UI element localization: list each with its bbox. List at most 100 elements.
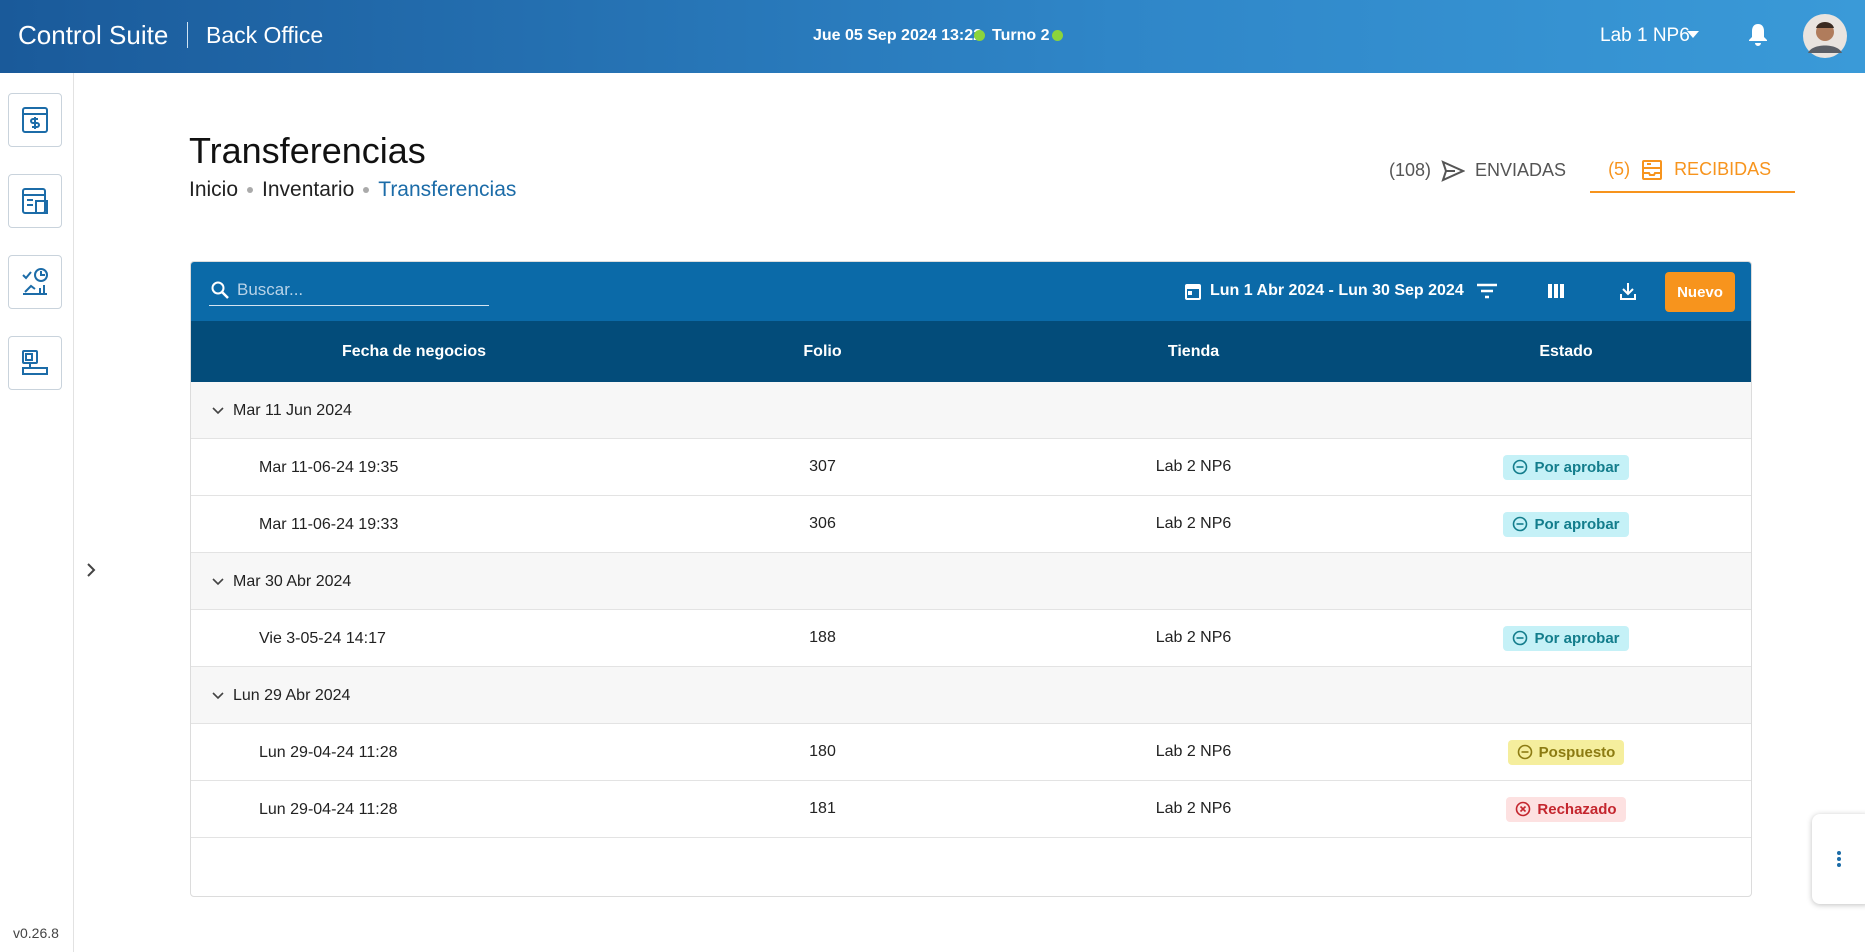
date-cell: Lun 29-04-24 11:28 <box>259 744 398 761</box>
module: Back Office <box>206 22 324 48</box>
download-icon[interactable] <box>1619 281 1637 301</box>
store-cell: Lab 2 NP6 <box>1155 515 1232 532</box>
tab[interactable]: (5) RECIBIDAS <box>1590 148 1796 193</box>
status-icon <box>1513 516 1528 532</box>
status-chip: Pospuesto <box>1507 739 1625 765</box>
status-chip: Por aprobar <box>1503 625 1629 651</box>
crumb[interactable]: Transferencias <box>378 178 517 201</box>
breadcrumb: Inicio Inventario Transferencias <box>189 178 516 202</box>
crumb[interactable]: Inventario <box>262 178 355 201</box>
status-icon <box>1513 630 1528 646</box>
group-row[interactable]: Mar 30 Abr 2024 <box>191 553 1751 610</box>
date-range[interactable]: Lun 1 Abr 2024 - Lun 30 Sep 2024 <box>1210 282 1464 299</box>
status-cell: Por aprobar <box>1379 610 1751 666</box>
table-row[interactable]: Vie 3-05-24 14:17 188 Lab 2 NP6 Por aprobar <box>191 610 1751 667</box>
tab-icon <box>1441 159 1466 182</box>
version: v0.26.8 <box>13 925 59 941</box>
status-text: Por aprobar <box>1534 515 1620 533</box>
table-card: Buscar... Lun 1 Abr 2024 - Lun 30 Sep 20… <box>190 261 1752 897</box>
status-text: Rechazado <box>1537 800 1617 818</box>
table-header: Fecha de negocios Folio Tienda Estado <box>191 321 1751 382</box>
caret <box>1687 31 1699 38</box>
nav-inventory[interactable] <box>8 174 62 228</box>
table-row[interactable]: Lun 29-04-24 11:28 181 Lab 2 NP6 Rechazado <box>191 781 1751 838</box>
group-label: Mar 11 Jun 2024 <box>233 402 352 419</box>
columns-icon[interactable] <box>1547 283 1565 299</box>
nav-config[interactable] <box>8 336 62 390</box>
calendar-icon <box>1185 284 1201 300</box>
status-icon <box>1516 801 1531 817</box>
expand-icon[interactable] <box>86 563 96 577</box>
date-cell: Mar 11-06-24 19:35 <box>259 459 399 476</box>
status-chip: Rechazado <box>1506 796 1626 822</box>
status-icon <box>1517 744 1532 760</box>
shift: Turno 2 <box>992 27 1050 44</box>
folio-cell: 181 <box>809 800 836 817</box>
store-cell: Lab 2 NP6 <box>1155 629 1232 646</box>
table-row[interactable]: Mar 11-06-24 19:35 307 Lab 2 NP6 Por aproba… <box>191 439 1751 496</box>
status-chip: Por aprobar <box>1503 511 1629 537</box>
brand: Control Suite <box>18 20 169 50</box>
tabs: (108) ENVIADAS (5) RECIBIDAS <box>1380 148 1796 193</box>
status-icon <box>1513 459 1528 475</box>
date-cell: Vie 3-05-24 14:17 <box>259 630 386 647</box>
crumb-dot <box>363 187 370 193</box>
tab[interactable]: (108) ENVIADAS <box>1380 148 1590 193</box>
page-title: Transferencias <box>189 130 426 171</box>
tab-label: ENVIADAS <box>1475 160 1567 180</box>
store-cell: Lab 2 NP6 <box>1155 743 1232 760</box>
tab-icon <box>1642 159 1663 180</box>
bell-icon[interactable] <box>1746 22 1770 48</box>
store-cell: Lab 2 NP6 <box>1155 458 1232 475</box>
collapse-icon <box>212 578 224 586</box>
search-input[interactable]: Buscar... <box>237 280 304 299</box>
more-button[interactable] <box>1812 814 1865 904</box>
sidebar: v0.26.8 <box>0 73 96 952</box>
folio-cell: 306 <box>809 515 836 532</box>
new-button[interactable]: Nuevo <box>1665 272 1735 312</box>
column-header: Folio <box>803 342 842 360</box>
folio-cell: 188 <box>809 629 836 646</box>
column-header: Estado <box>1539 342 1593 360</box>
group-row[interactable]: Lun 29 Abr 2024 <box>191 667 1751 724</box>
avatar[interactable] <box>1802 13 1848 59</box>
status-cell: Pospuesto <box>1379 724 1751 780</box>
table-row[interactable]: Lun 29-04-24 11:28 180 Lab 2 NP6 Pospuesto <box>191 724 1751 781</box>
collapse-icon <box>212 692 224 700</box>
datetime: Jue 05 Sep 2024 13:22 <box>813 27 983 44</box>
status-cell: Por aprobar <box>1379 439 1751 495</box>
group-label: Mar 30 Abr 2024 <box>233 573 352 590</box>
column-header: Fecha de negocios <box>341 342 487 360</box>
table-row[interactable]: Mar 11-06-24 19:33 306 Lab 2 NP6 Por aproba… <box>191 496 1751 553</box>
date-cell: Mar 11-06-24 19:33 <box>259 516 399 533</box>
crumb[interactable]: Inicio <box>189 178 239 201</box>
nav-sales[interactable] <box>8 93 62 147</box>
folio-cell: 180 <box>809 743 836 760</box>
status-cell: Por aprobar <box>1379 496 1751 552</box>
status-text: Pospuesto <box>1538 743 1616 761</box>
store-selector[interactable]: Lab 1 NP6 <box>1600 25 1690 46</box>
status-text: Por aprobar <box>1534 458 1620 476</box>
tab-label: RECIBIDAS <box>1674 159 1772 179</box>
status-dot <box>974 30 985 41</box>
divider <box>187 22 188 48</box>
filter-icon[interactable] <box>1477 283 1497 299</box>
status-text: Por aprobar <box>1534 629 1620 647</box>
search-icon <box>211 281 229 299</box>
group-row[interactable]: Mar 11 Jun 2024 <box>191 382 1751 439</box>
tab-count: (108) <box>1389 160 1432 180</box>
toolbar: Buscar... Lun 1 Abr 2024 - Lun 30 Sep 20… <box>191 262 1751 321</box>
search-underline <box>209 305 489 306</box>
status-cell: Rechazado <box>1379 781 1751 837</box>
nav-reports[interactable] <box>8 255 62 309</box>
group-label: Lun 29 Abr 2024 <box>233 687 351 704</box>
folio-cell: 307 <box>809 458 836 475</box>
collapse-icon <box>212 407 224 415</box>
date-cell: Lun 29-04-24 11:28 <box>259 801 398 818</box>
crumb-dot <box>247 187 254 193</box>
top-bar: Control Suite Back Office Jue 05 Sep 202… <box>0 0 1865 73</box>
status-dot <box>1052 30 1063 41</box>
kebab-icon <box>1837 851 1841 867</box>
store-cell: Lab 2 NP6 <box>1155 800 1232 817</box>
